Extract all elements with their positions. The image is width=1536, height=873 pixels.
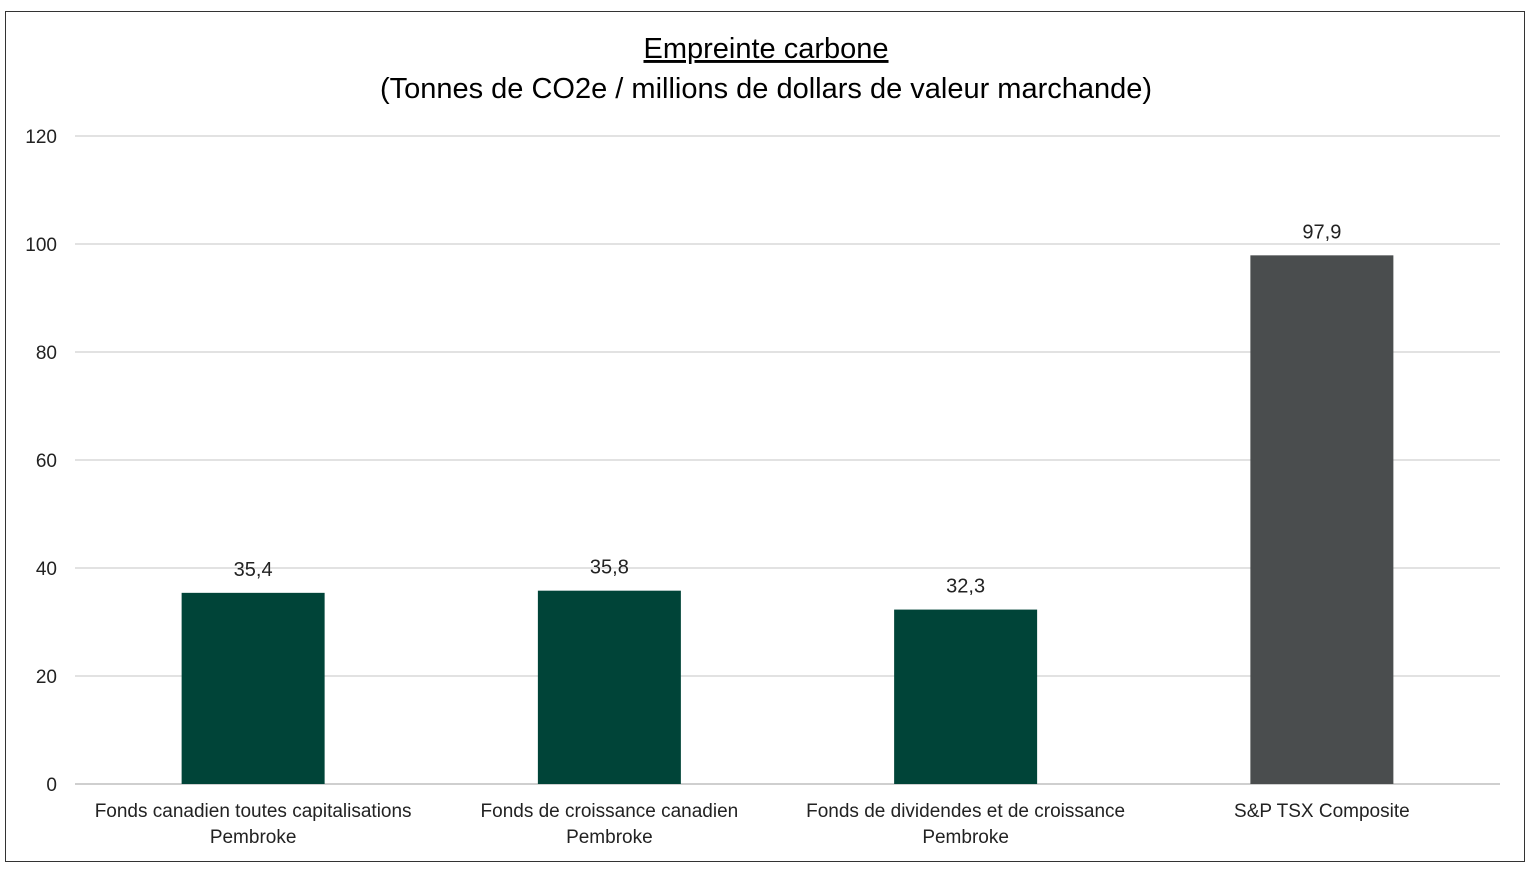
y-axis-ticks: 0 20 40 60 80 100 120 (25, 127, 57, 796)
x-category-label: Pembroke (566, 827, 653, 848)
bars (181, 255, 1394, 785)
chart-frame (5, 11, 1525, 862)
bar-value-label: 35,4 (234, 559, 273, 581)
chart-subtitle: (Tonnes de CO2e / millions de dollars de… (380, 73, 1152, 105)
x-category-label: Pembroke (922, 827, 1009, 848)
x-category-label: S&P TSX Composite (1234, 801, 1410, 822)
y-tick-label: 120 (25, 127, 57, 148)
x-category-label: Fonds de dividendes et de croissance (806, 801, 1125, 822)
bar-value-label: 97,9 (1302, 221, 1341, 243)
bar (1250, 255, 1394, 785)
y-tick-label: 80 (36, 343, 57, 364)
x-category-label: Fonds de croissance canadien (481, 801, 739, 822)
chart-title: Empreinte carbone (643, 33, 888, 65)
y-tick-label: 40 (36, 559, 57, 580)
bar (181, 592, 325, 784)
bar-value-label: 35,8 (590, 557, 629, 579)
x-axis-categories: Fonds canadien toutes capitalisations Pem… (95, 801, 1410, 848)
y-tick-label: 20 (36, 667, 57, 688)
bar (894, 609, 1038, 784)
y-tick-label: 100 (25, 235, 57, 256)
x-category-label: Fonds canadien toutes capitalisations (95, 801, 412, 822)
data-labels: 35,4 35,8 32,3 97,9 (234, 221, 1342, 597)
y-tick-label: 60 (36, 451, 57, 472)
x-category-label: Pembroke (210, 827, 297, 848)
y-tick-label: 0 (46, 775, 57, 796)
bar-value-label: 32,3 (946, 576, 985, 598)
bar (537, 590, 681, 784)
